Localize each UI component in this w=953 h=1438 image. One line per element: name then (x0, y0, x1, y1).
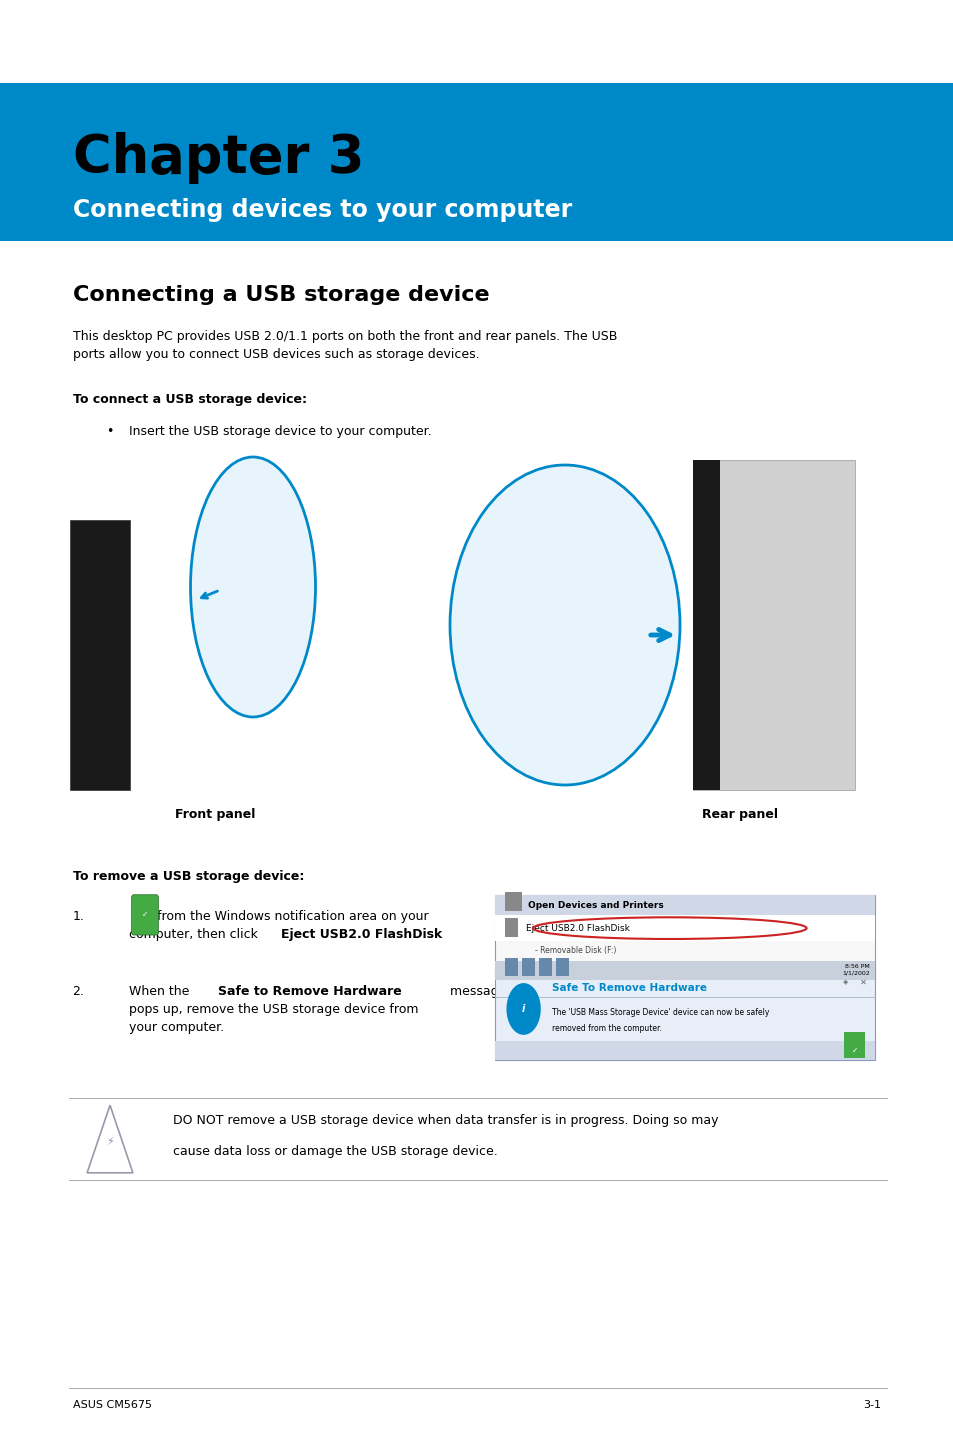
Text: Insert the USB storage device to your computer.: Insert the USB storage device to your co… (129, 426, 431, 439)
Bar (692, 460, 720, 789)
Text: i: i (521, 1004, 525, 1014)
Ellipse shape (450, 464, 679, 785)
Bar (495, 972, 874, 1060)
Text: Open Devices and Printers: Open Devices and Printers (528, 900, 663, 910)
Text: ✓: ✓ (142, 910, 148, 919)
Bar (843, 1032, 864, 1058)
Text: ASUS CM5675: ASUS CM5675 (72, 1401, 152, 1411)
Text: This desktop PC provides USB 2.0/1.1 ports on both the front and rear panels. Th: This desktop PC provides USB 2.0/1.1 por… (72, 329, 617, 344)
Ellipse shape (191, 457, 315, 718)
Bar (495, 916, 874, 940)
Bar (538, 959, 552, 976)
Text: Safe To Remove Hardware: Safe To Remove Hardware (552, 982, 706, 992)
Bar (556, 959, 569, 976)
Text: DO NOT remove a USB storage device when data transfer is in progress. Doing so m: DO NOT remove a USB storage device when … (172, 1114, 718, 1127)
Text: 8:56 PM
1/1/2002: 8:56 PM 1/1/2002 (841, 963, 869, 975)
Bar (495, 894, 874, 916)
Text: Chapter 3: Chapter 3 (72, 132, 364, 184)
Text: 3-1: 3-1 (862, 1401, 881, 1411)
Polygon shape (87, 1106, 132, 1173)
Text: Eject USB2.0 FlashDisk: Eject USB2.0 FlashDisk (525, 923, 629, 933)
Text: cause data loss or damage the USB storage device.: cause data loss or damage the USB storag… (172, 1145, 497, 1158)
Text: ✓: ✓ (851, 1045, 858, 1055)
Text: Safe to Remove Hardware: Safe to Remove Hardware (217, 985, 401, 998)
Text: computer, then click: computer, then click (129, 928, 261, 940)
Text: Connecting a USB storage device: Connecting a USB storage device (72, 285, 489, 305)
Text: Eject USB2.0 FlashDisk: Eject USB2.0 FlashDisk (281, 928, 442, 940)
Bar (70, 521, 130, 789)
Text: Connecting devices to your computer: Connecting devices to your computer (72, 198, 571, 221)
Bar (504, 893, 521, 912)
Bar (504, 917, 517, 936)
Text: •: • (106, 426, 113, 439)
Text: ◈: ◈ (842, 979, 847, 985)
Text: ⚡: ⚡ (106, 1137, 113, 1148)
Bar (495, 894, 874, 981)
Text: your computer.: your computer. (129, 1021, 224, 1034)
Bar (495, 961, 874, 981)
Text: 2.: 2. (72, 985, 84, 998)
Text: ✕: ✕ (860, 978, 866, 986)
Text: from the Windows notification area on your: from the Windows notification area on yo… (157, 910, 429, 923)
Bar (504, 959, 517, 976)
Text: pops up, remove the USB storage device from: pops up, remove the USB storage device f… (129, 1002, 417, 1017)
Text: Front panel: Front panel (174, 808, 254, 821)
Bar (0, 83, 953, 242)
Text: To remove a USB storage device:: To remove a USB storage device: (72, 870, 304, 883)
Circle shape (506, 984, 540, 1035)
Text: ▲▼: ▲▼ (850, 1047, 861, 1053)
Text: The 'USB Mass Storage Device' device can now be safely: The 'USB Mass Storage Device' device can… (552, 1008, 769, 1017)
Text: Rear panel: Rear panel (701, 808, 778, 821)
Text: removed from the computer.: removed from the computer. (552, 1024, 661, 1032)
Bar (692, 460, 854, 789)
Bar (495, 1041, 874, 1060)
Text: ports allow you to connect USB devices such as storage devices.: ports allow you to connect USB devices s… (72, 348, 478, 361)
Text: To connect a USB storage device:: To connect a USB storage device: (72, 393, 306, 406)
Text: .: . (438, 928, 442, 940)
Text: - Removable Disk (F:): - Removable Disk (F:) (535, 946, 616, 955)
Text: 1.: 1. (72, 910, 84, 923)
Text: message: message (445, 985, 505, 998)
Text: When the: When the (129, 985, 193, 998)
Bar (521, 959, 535, 976)
FancyBboxPatch shape (132, 894, 158, 935)
